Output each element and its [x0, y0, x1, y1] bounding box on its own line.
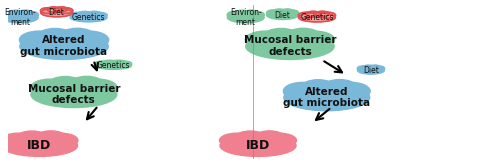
Ellipse shape: [332, 82, 370, 100]
Ellipse shape: [2, 135, 78, 156]
Ellipse shape: [234, 10, 250, 17]
Ellipse shape: [358, 66, 370, 71]
Ellipse shape: [286, 28, 320, 43]
Ellipse shape: [319, 12, 336, 18]
Ellipse shape: [306, 11, 320, 17]
Ellipse shape: [298, 13, 336, 22]
Ellipse shape: [284, 84, 370, 111]
Ellipse shape: [228, 12, 264, 23]
Ellipse shape: [22, 11, 38, 18]
Ellipse shape: [40, 8, 72, 17]
Ellipse shape: [115, 61, 132, 66]
Ellipse shape: [47, 7, 60, 12]
Text: IBD: IBD: [28, 139, 52, 152]
Text: Altered
gut microbiota: Altered gut microbiota: [283, 87, 370, 108]
Text: Genetics: Genetics: [96, 61, 130, 70]
Ellipse shape: [220, 135, 296, 156]
Ellipse shape: [87, 11, 101, 16]
Ellipse shape: [298, 12, 315, 18]
Ellipse shape: [78, 11, 92, 17]
Ellipse shape: [2, 11, 18, 18]
Ellipse shape: [112, 60, 126, 65]
Ellipse shape: [20, 33, 108, 59]
Ellipse shape: [102, 60, 117, 65]
Ellipse shape: [282, 9, 294, 14]
Ellipse shape: [18, 10, 32, 16]
Ellipse shape: [301, 80, 336, 96]
Ellipse shape: [248, 11, 264, 18]
Ellipse shape: [2, 12, 38, 23]
Ellipse shape: [246, 33, 334, 59]
Text: Environ-
ment: Environ- ment: [4, 8, 36, 27]
Ellipse shape: [30, 79, 69, 97]
Ellipse shape: [94, 62, 132, 69]
Ellipse shape: [44, 133, 78, 148]
Ellipse shape: [58, 8, 73, 13]
Ellipse shape: [284, 82, 322, 100]
Ellipse shape: [266, 10, 298, 20]
Ellipse shape: [40, 8, 55, 13]
Ellipse shape: [38, 29, 73, 44]
Ellipse shape: [363, 65, 374, 70]
Ellipse shape: [316, 11, 330, 16]
Text: Genetics: Genetics: [300, 13, 334, 22]
Text: Altered
gut microbiota: Altered gut microbiota: [20, 35, 108, 57]
Ellipse shape: [90, 12, 107, 18]
Ellipse shape: [246, 31, 285, 49]
Ellipse shape: [266, 10, 281, 16]
Ellipse shape: [60, 28, 94, 43]
Ellipse shape: [235, 131, 266, 144]
Ellipse shape: [69, 31, 108, 49]
Ellipse shape: [220, 133, 254, 148]
Text: Mucosal barrier
defects: Mucosal barrier defects: [28, 83, 120, 105]
Ellipse shape: [20, 31, 59, 49]
Ellipse shape: [244, 10, 258, 16]
Ellipse shape: [70, 13, 107, 22]
Ellipse shape: [16, 131, 47, 144]
Ellipse shape: [264, 29, 299, 44]
Ellipse shape: [255, 131, 284, 143]
Ellipse shape: [56, 7, 68, 12]
Text: Genetics: Genetics: [72, 13, 106, 22]
Ellipse shape: [48, 76, 82, 92]
Ellipse shape: [295, 31, 335, 49]
Text: Environ-
ment: Environ- ment: [230, 8, 262, 27]
Ellipse shape: [273, 9, 285, 14]
Ellipse shape: [227, 11, 244, 18]
Ellipse shape: [1, 133, 35, 148]
Ellipse shape: [324, 80, 356, 94]
Text: Mucosal barrier
defects: Mucosal barrier defects: [244, 35, 336, 57]
Ellipse shape: [36, 131, 66, 143]
Text: IBD: IBD: [246, 139, 270, 152]
Ellipse shape: [70, 76, 103, 91]
Ellipse shape: [262, 133, 296, 148]
Text: Diet: Diet: [274, 10, 290, 20]
Ellipse shape: [9, 10, 24, 17]
Ellipse shape: [70, 12, 86, 18]
Ellipse shape: [78, 79, 118, 97]
Ellipse shape: [284, 10, 298, 16]
Ellipse shape: [31, 81, 117, 108]
Ellipse shape: [370, 65, 380, 69]
Ellipse shape: [372, 66, 384, 71]
Ellipse shape: [358, 66, 384, 74]
Text: Diet: Diet: [48, 8, 64, 17]
Ellipse shape: [94, 61, 111, 66]
Text: Diet: Diet: [363, 66, 379, 75]
